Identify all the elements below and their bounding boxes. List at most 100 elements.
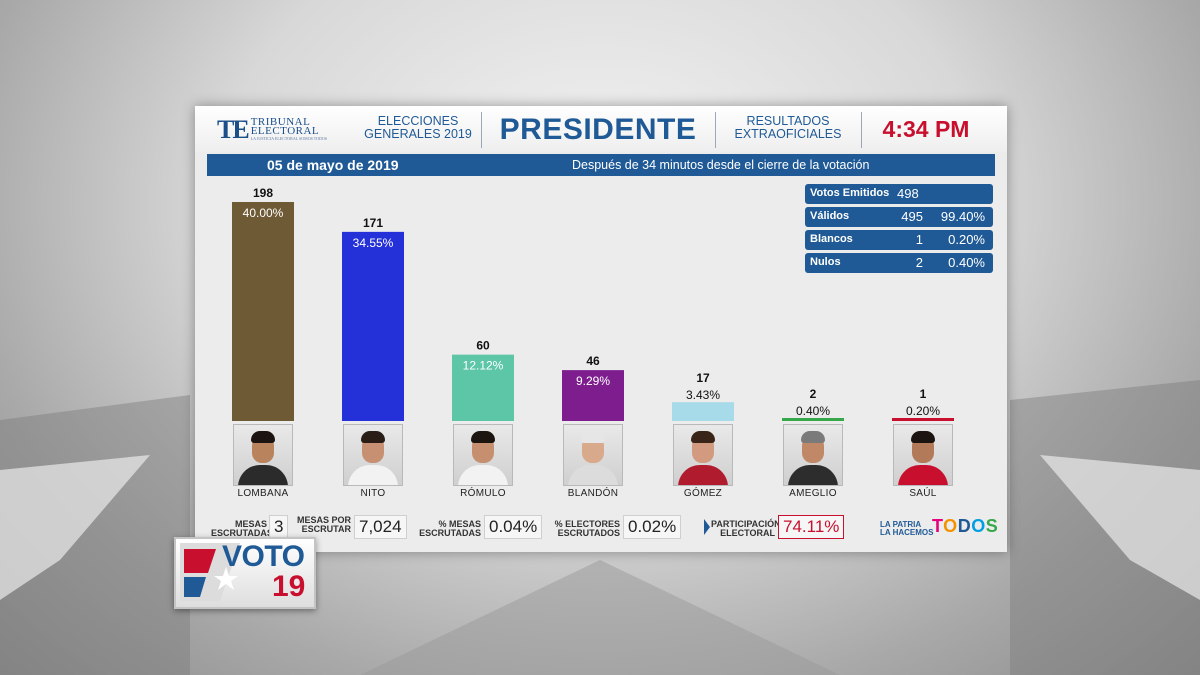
bar-blandón <box>562 370 624 421</box>
photo-body <box>348 465 398 485</box>
voto-number: 19 <box>272 570 306 603</box>
elecciones-line1: ELECCIONES <box>377 114 459 128</box>
value-label: 171 <box>363 216 383 230</box>
photo-body <box>458 465 508 485</box>
todos-letter: D <box>957 516 972 536</box>
stat-count: 2 <box>915 255 923 270</box>
candidate-nito: NITO <box>343 424 403 499</box>
bar-saúl <box>892 418 954 421</box>
stat-label: Nulos <box>810 256 841 268</box>
label-line: ESCRUTADAS <box>419 528 481 538</box>
value-label: 46 <box>586 354 600 368</box>
photo-body <box>678 465 728 485</box>
todos-word: TODOS <box>932 516 998 536</box>
resultados-line1: RESULTADOS <box>746 114 830 128</box>
stat-row-nulos: Nulos 2 0.40% <box>805 253 993 273</box>
time-display: 4:34 PM <box>882 116 970 142</box>
logo-sub: LA JUSTICIA ELECTORAL SOMOS TODOS <box>250 136 327 141</box>
tribunal-electoral-logo: TE TRIBUNAL ELECTORAL LA JUSTICIA ELECTO… <box>217 114 327 144</box>
bottom-stats-bar: MESAS ESCRUTADAS 3 MESAS POR ESCRUTAR 7,… <box>207 504 998 552</box>
results-bar-chart: 198 40.00% 171 34.55% 60 12.12% 46 9.29% 17 3.43%… <box>232 186 954 421</box>
label-line: ESCRUTAR <box>301 524 351 534</box>
candidate-name: SAÚL <box>909 488 937 499</box>
header: TE TRIBUNAL ELECTORAL LA JUSTICIA ELECTO… <box>195 106 1007 152</box>
bar-gómez <box>672 402 734 421</box>
candidate-saúl: SAÚL <box>893 424 953 499</box>
candidate-photo <box>233 424 293 486</box>
stat-count: 495 <box>901 209 923 224</box>
pct-label: 9.29% <box>576 374 610 388</box>
slogan-line: LA PATRIA <box>880 520 922 529</box>
photo-body <box>898 465 948 485</box>
candidate-gómez: GÓMEZ <box>673 424 733 499</box>
mesas-escrutadas-value: 3 <box>269 515 289 539</box>
candidate-photo <box>673 424 733 486</box>
logo-mark: TE <box>217 114 250 144</box>
candidate-photo <box>783 424 843 486</box>
date-bar: 05 de mayo de 2019 Después de 34 minutos… <box>207 154 995 176</box>
resultados-line2: EXTRAOFICIALES <box>734 127 842 141</box>
stat-label: Válidos <box>810 210 850 222</box>
participacion-label: PARTICIPACIÓN ELECTORAL <box>711 519 781 538</box>
pct-mesas-label: % MESAS ESCRUTADAS <box>417 520 481 538</box>
value-label: 1 <box>920 387 927 401</box>
candidate-name: BLANDÓN <box>567 488 619 499</box>
logo-line2: ELECTORAL <box>250 125 320 137</box>
label-line: % MESAS <box>438 519 481 529</box>
label-line: ELECTORAL <box>720 528 775 538</box>
photo-hair <box>581 431 605 443</box>
stat-count: 1 <box>915 232 923 247</box>
pct-label: 0.20% <box>906 404 940 418</box>
pct-mesas-value: 0.04% <box>484 515 543 539</box>
photo-body <box>568 465 618 485</box>
candidate-name: RÓMULO <box>460 488 506 499</box>
header-divider <box>481 112 482 148</box>
label-line: MESAS POR <box>297 515 352 525</box>
elapsed-message: Después de 34 minutos desde el cierre de… <box>572 158 870 172</box>
candidate-blandón: BLANDÓN <box>563 424 623 499</box>
mesas-por-escrutar-label: MESAS POR ESCRUTAR <box>297 516 351 534</box>
candidate-ameglio: AMEGLIO <box>783 424 843 499</box>
todos-letter: T <box>932 516 944 536</box>
stat-pct: 99.40% <box>940 209 985 224</box>
pct-label: 34.55% <box>353 236 394 250</box>
candidate-name: LOMBANA <box>237 488 289 499</box>
slogan-line: LA HACEMOS <box>880 528 934 537</box>
label-line: PARTICIPACIÓN <box>711 519 781 529</box>
candidate-lombana: LOMBANA <box>233 424 293 499</box>
label-line: % ELECTORES <box>554 519 620 529</box>
value-label: 198 <box>253 186 273 200</box>
candidate-name: AMEGLIO <box>789 488 837 499</box>
participation-arrow-icon <box>704 519 710 535</box>
bar-ameglio <box>782 418 844 421</box>
stat-row-emitidos: Votos Emitidos 498 <box>805 184 993 204</box>
logo-line1: TRIBUNAL <box>250 116 311 128</box>
stat-pct: 0.20% <box>948 232 985 247</box>
stat-row-validos: Válidos 495 99.40% <box>805 207 993 227</box>
stat-pct: 0.40% <box>948 255 985 270</box>
page-title: PRESIDENTE <box>499 113 697 146</box>
elecciones-line2: GENERALES 2019 <box>364 127 472 141</box>
candidate-photo <box>453 424 513 486</box>
results-panel: TE TRIBUNAL ELECTORAL LA JUSTICIA ELECTO… <box>195 106 1007 552</box>
label-line: MESAS <box>234 519 267 529</box>
value-label: 2 <box>810 387 817 401</box>
pct-label: 40.00% <box>243 206 284 220</box>
header-divider <box>861 112 862 148</box>
todos-letter: O <box>943 516 958 536</box>
slogan-text: LA PATRIA LA HACEMOS <box>880 521 933 537</box>
todos-letter: O <box>971 516 986 536</box>
bar-lombana <box>232 202 294 421</box>
voto-19-badge: VOTO 19 <box>174 537 316 609</box>
photo-body <box>238 465 288 485</box>
voto-word: VOTO <box>222 540 305 573</box>
todos-letter: S <box>985 516 999 536</box>
participacion-value: 74.11% <box>778 515 845 539</box>
label-line: ESCRUTADAS <box>211 528 273 538</box>
value-label: 17 <box>696 371 710 385</box>
pct-electores-value: 0.02% <box>623 515 682 539</box>
mesas-escrutadas-label: MESAS ESCRUTADAS <box>211 519 273 538</box>
mesas-por-escrutar-value: 7,024 <box>354 515 407 539</box>
pct-electores-label: % ELECTORES ESCRUTADOS <box>552 520 620 538</box>
